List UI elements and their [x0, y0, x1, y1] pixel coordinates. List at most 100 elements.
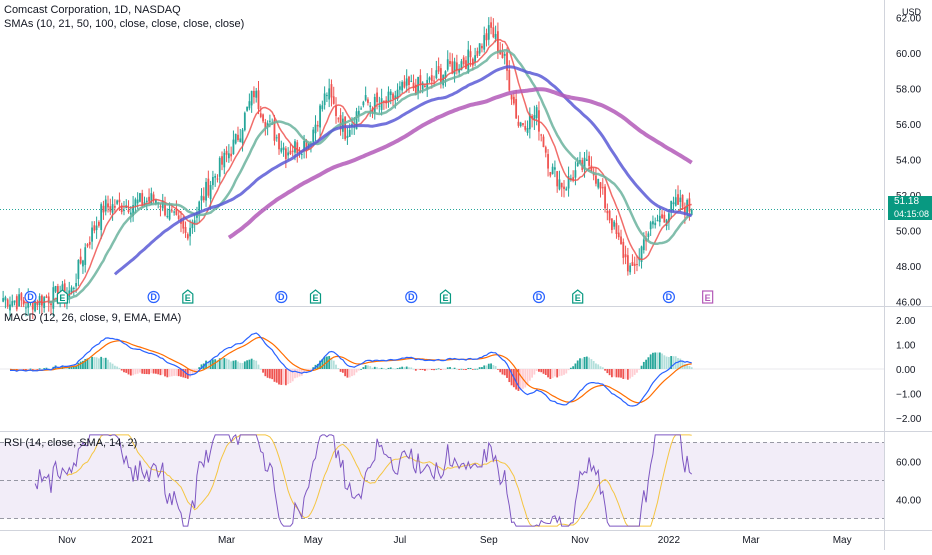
macd-histogram-bar: [499, 369, 502, 373]
macd-legend[interactable]: MACD (12, 26, close, 9, EMA, EMA): [4, 312, 181, 324]
candle-body: [442, 74, 445, 86]
currency-label[interactable]: USD: [902, 7, 921, 17]
macd-histogram-bar: [417, 369, 419, 370]
candle-body: [255, 90, 258, 98]
candle-body: [269, 120, 271, 122]
macd-histogram-bar: [282, 369, 285, 385]
candle-body: [107, 203, 109, 208]
candle-body: [595, 175, 597, 184]
macd-histogram-bar: [198, 367, 201, 369]
macd-histogram-bar: [22, 369, 25, 370]
macd-histogram-bar: [310, 369, 312, 370]
macd-histogram-bar: [43, 368, 46, 369]
earnings-marker: E: [439, 289, 452, 304]
macd-histogram-bar: [218, 358, 221, 369]
earnings-marker-shape: [182, 289, 194, 304]
macd-histogram-bar: [189, 369, 191, 378]
macd-histogram-bar: [20, 369, 23, 370]
candle-body: [681, 194, 684, 207]
candle-body: [462, 57, 465, 65]
macd-histogram-bar: [668, 356, 670, 369]
price-tick-label: 46.00: [896, 297, 921, 308]
macd-histogram-bar: [563, 369, 565, 375]
macd-signal-line: [9, 336, 692, 404]
macd-histogram-bar: [387, 367, 390, 369]
candle-body: [517, 121, 520, 126]
macd-histogram-bar: [184, 369, 187, 379]
candle-body: [212, 176, 214, 186]
macd-histogram-bar: [629, 369, 632, 379]
candle-body: [396, 89, 399, 100]
candle-body: [95, 225, 98, 231]
candle-body: [118, 199, 121, 203]
candle-body: [200, 195, 203, 201]
macd-histogram-bar: [435, 368, 438, 370]
candle-body: [237, 134, 239, 141]
candle-body: [565, 188, 568, 191]
earnings-marker-shape: [439, 289, 452, 304]
macd-histogram-bar: [547, 369, 549, 378]
candle-body: [164, 203, 166, 216]
macd-histogram-bar: [672, 356, 675, 369]
macd-histogram-bar: [41, 368, 43, 370]
symbol-legend[interactable]: Comcast Corporation, 1D, NASDAQ: [4, 4, 181, 16]
macd-histogram-bar: [444, 369, 447, 370]
candle-body: [266, 123, 269, 127]
time-tick-label: 2022: [658, 535, 681, 546]
macd-histogram-bar: [357, 369, 360, 371]
candle-body: [319, 105, 321, 128]
macd-histogram-bar: [257, 364, 260, 369]
macd-histogram-bar: [392, 368, 394, 370]
candle-body: [282, 147, 285, 150]
candle-body: [392, 93, 394, 99]
macd-histogram-bar: [424, 369, 426, 371]
candle-body: [481, 45, 483, 49]
macd-histogram-bar: [234, 360, 237, 369]
candle-body: [522, 123, 524, 125]
candle-body: [2, 298, 5, 302]
rsi-legend[interactable]: RSI (14, close, SMA, 14, 2): [4, 437, 137, 449]
macd-histogram-bar: [606, 369, 609, 374]
candle-body: [606, 210, 609, 214]
candle-body: [248, 101, 251, 109]
macd-histogram-bar: [88, 358, 91, 369]
macd-histogram-bar: [617, 369, 620, 378]
macd-histogram-bar: [339, 369, 342, 372]
candle-body: [686, 199, 689, 215]
candle-body: [622, 241, 625, 258]
candle-body: [328, 88, 331, 100]
macd-histogram-bar: [565, 369, 568, 374]
candle-body: [469, 51, 472, 58]
macd-histogram-bar: [66, 367, 68, 369]
sma-100-line: [227, 87, 693, 240]
dividend-marker: D: [532, 290, 546, 304]
macd-histogram-bar: [481, 367, 483, 369]
macd-histogram-bar: [246, 360, 248, 369]
candle-body: [214, 176, 217, 178]
candle-body: [652, 221, 654, 225]
macd-histogram-bar: [148, 369, 150, 375]
candle-body: [123, 210, 125, 212]
candle-body: [394, 95, 397, 100]
candle-body: [50, 303, 52, 306]
candle-body: [305, 140, 308, 151]
candle-body: [234, 133, 237, 144]
earnings-marker-shape: [572, 289, 584, 304]
macd-histogram-bar: [77, 362, 80, 369]
macd-histogram-bar: [661, 353, 663, 369]
macd-histogram-bar: [421, 369, 424, 371]
candle-body: [136, 199, 139, 204]
macd-histogram-bar: [139, 369, 141, 373]
sma-legend[interactable]: SMAs (10, 21, 50, 100, close, close, clo…: [4, 18, 244, 30]
candle-body: [223, 152, 226, 168]
candle-body: [572, 177, 575, 181]
macd-histogram-bar: [681, 360, 684, 369]
candle-body: [218, 157, 221, 177]
macd-histogram-bar: [259, 368, 262, 370]
macd-histogram-bar: [649, 354, 652, 369]
macd-histogram-bar: [68, 367, 71, 369]
macd-histogram-bar: [636, 369, 638, 373]
macd-histogram-bar: [433, 369, 435, 371]
macd-histogram-bar: [159, 369, 162, 376]
